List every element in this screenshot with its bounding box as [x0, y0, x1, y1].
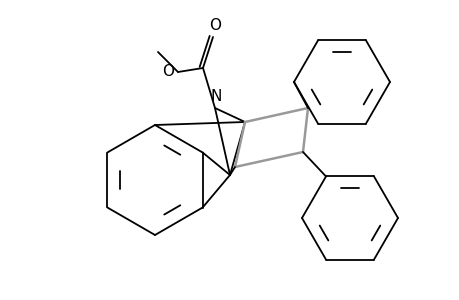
Text: N: N — [210, 89, 221, 104]
Text: O: O — [162, 64, 174, 79]
Text: O: O — [208, 18, 220, 33]
